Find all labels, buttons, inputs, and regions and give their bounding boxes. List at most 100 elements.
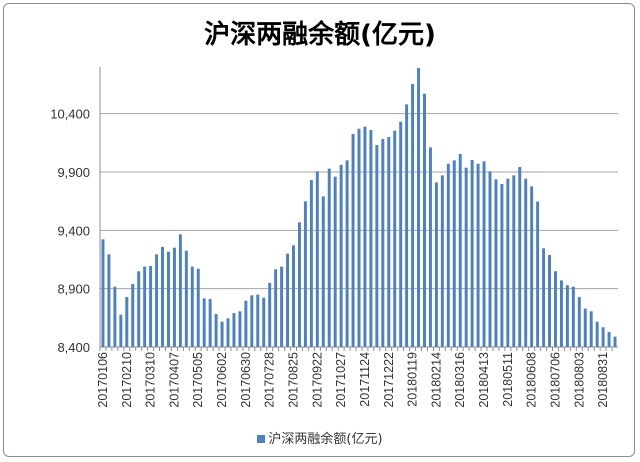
bar — [101, 239, 105, 347]
bar — [583, 308, 587, 347]
bar — [166, 251, 170, 347]
x-tick-label: 20170728 — [263, 352, 277, 408]
bar — [458, 154, 462, 347]
bar — [613, 336, 617, 347]
bar — [155, 254, 159, 347]
bar — [214, 313, 218, 347]
legend: 沪深两融余额(亿元) — [0, 428, 640, 447]
bar — [411, 84, 415, 348]
x-tick-label: 20170505 — [191, 352, 205, 408]
bar — [524, 178, 528, 347]
bar — [208, 299, 212, 347]
x-tick-label: 20180413 — [477, 352, 491, 408]
bar — [530, 186, 534, 347]
y-tick-label: 9,400 — [57, 223, 90, 238]
bar — [345, 160, 349, 347]
bar — [595, 321, 599, 347]
y-tick-label: 8,400 — [57, 340, 90, 355]
bar — [494, 179, 498, 347]
bar — [375, 145, 379, 347]
bar — [434, 182, 438, 347]
x-tick-label: 20170922 — [310, 352, 324, 408]
x-tick-label: 20171124 — [358, 352, 372, 407]
bar — [232, 313, 236, 347]
bar — [381, 138, 385, 347]
bar — [143, 266, 147, 347]
bar — [226, 318, 230, 347]
bar — [256, 294, 260, 347]
x-tick-label: 20171222 — [382, 352, 396, 408]
bar — [292, 245, 295, 347]
bar — [387, 137, 391, 347]
bar — [119, 314, 123, 347]
bar — [339, 165, 343, 347]
x-tick-label: 20180214 — [429, 352, 443, 408]
bar — [423, 93, 426, 347]
chart-frame — [3, 3, 635, 457]
bar — [184, 250, 188, 347]
x-tick-label: 20180831 — [596, 352, 610, 408]
x-tick-label: 20180316 — [453, 352, 467, 408]
x-tick-label: 20170210 — [120, 352, 134, 408]
bar — [446, 163, 450, 347]
bar — [149, 266, 153, 347]
chart-title: 沪深两融余额(亿元) — [204, 20, 436, 50]
bar — [452, 160, 456, 347]
bar — [542, 248, 546, 347]
bar — [369, 130, 373, 347]
bar — [428, 147, 432, 347]
bar — [405, 104, 409, 347]
x-tick-label: 20180119 — [406, 352, 420, 407]
bar — [351, 133, 355, 347]
bar — [309, 180, 313, 347]
bar — [333, 176, 337, 347]
bar — [363, 126, 367, 347]
bar — [220, 321, 224, 347]
bar — [196, 268, 200, 347]
bar — [559, 280, 563, 347]
bar — [262, 297, 266, 347]
bar — [303, 201, 307, 347]
bar — [357, 128, 361, 347]
bar — [470, 159, 474, 347]
bar — [327, 168, 331, 347]
bar — [202, 298, 206, 347]
bar — [131, 284, 135, 347]
x-tick-label: 20180608 — [525, 352, 539, 408]
legend-swatch — [257, 435, 266, 443]
x-tick-label: 20180706 — [548, 352, 562, 408]
bar — [553, 271, 557, 347]
x-tick-label: 20170310 — [144, 352, 158, 408]
bar — [321, 196, 325, 347]
bar — [393, 130, 397, 347]
bar — [476, 163, 480, 347]
bar — [178, 234, 182, 347]
bar — [172, 247, 176, 347]
bar — [536, 201, 540, 347]
bar — [399, 121, 403, 347]
bar — [464, 167, 468, 347]
bar — [506, 178, 510, 347]
bar — [548, 254, 552, 347]
bar — [125, 296, 129, 347]
x-tick-label: 20170407 — [167, 352, 181, 408]
bar — [286, 253, 290, 347]
bar — [107, 254, 111, 347]
bar — [518, 166, 522, 347]
bar — [315, 171, 319, 347]
bar — [482, 161, 486, 347]
bar — [500, 184, 504, 347]
x-tick-label: 20180511 — [501, 352, 515, 407]
y-tick-label: 8,900 — [57, 282, 90, 297]
bar — [161, 247, 165, 347]
bar — [607, 331, 611, 347]
bar — [238, 311, 242, 347]
x-tick-label: 20170106 — [96, 352, 110, 408]
y-tick-label: 9,900 — [57, 165, 90, 180]
bar — [244, 300, 248, 347]
bar — [565, 285, 569, 347]
x-tick-label: 20170602 — [215, 352, 229, 408]
bar — [268, 282, 272, 347]
y-tick-label: 10,400 — [50, 107, 90, 122]
